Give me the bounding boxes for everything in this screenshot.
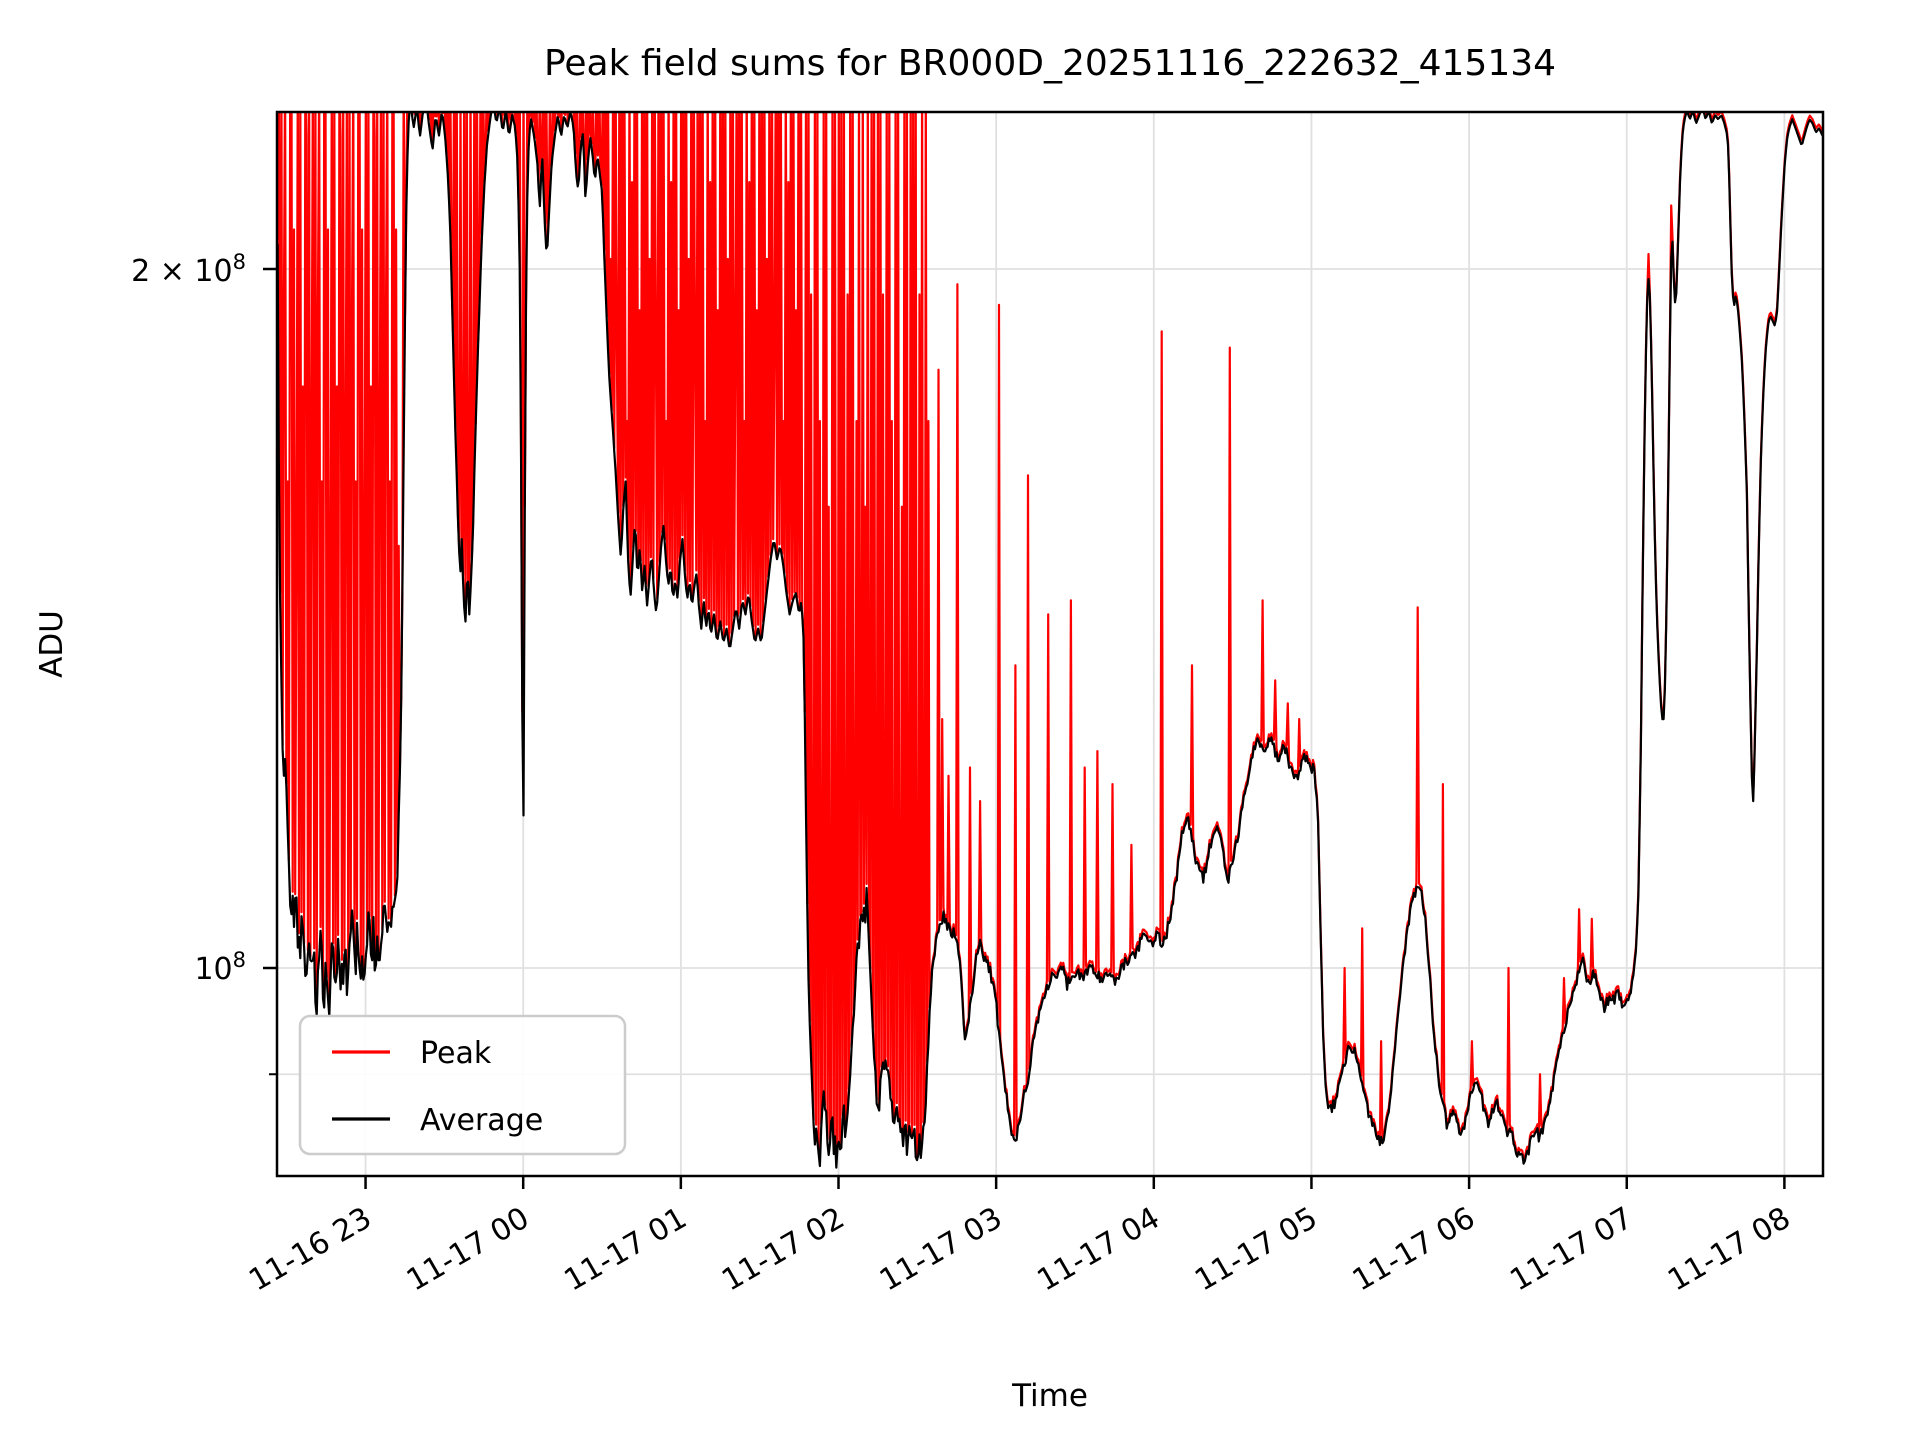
legend: Peak Average <box>298 1014 627 1156</box>
y-axis-label: ADU <box>34 610 70 678</box>
x-tick-label: 11-17 03 <box>874 1201 1008 1299</box>
x-tick-label: 11-17 05 <box>1189 1201 1323 1299</box>
x-tick-label: 11-17 07 <box>1504 1201 1638 1299</box>
x-axis-label: Time <box>1011 1378 1088 1414</box>
chart-title: Peak field sums for BR000D_20251116_2226… <box>544 43 1556 84</box>
x-tick-label: 11-17 02 <box>716 1201 850 1299</box>
y-tick-label-1e8: 108 <box>194 948 246 987</box>
plot-area <box>277 112 1823 1169</box>
x-tick-label: 11-17 06 <box>1347 1201 1481 1299</box>
y-tick-label-2e8: 2 × 108 <box>131 250 246 289</box>
x-tick-label: 11-17 00 <box>401 1201 535 1299</box>
x-tick-labels: 11-16 23 11-17 00 11-17 01 11-17 02 11-17 03… <box>243 1201 1796 1299</box>
legend-label-average: Average <box>420 1103 543 1138</box>
x-tick-label: 11-17 08 <box>1662 1201 1796 1299</box>
tick-marks <box>263 267 1786 1189</box>
legend-label-peak: Peak <box>420 1036 492 1071</box>
axes-spines <box>275 110 1825 1178</box>
x-tick-label: 11-17 04 <box>1031 1201 1165 1299</box>
peak-series-line <box>277 112 1823 1165</box>
x-tick-label: 11-16 23 <box>243 1201 377 1299</box>
average-series-line <box>277 112 1823 1169</box>
x-tick-label: 11-17 01 <box>559 1201 693 1299</box>
